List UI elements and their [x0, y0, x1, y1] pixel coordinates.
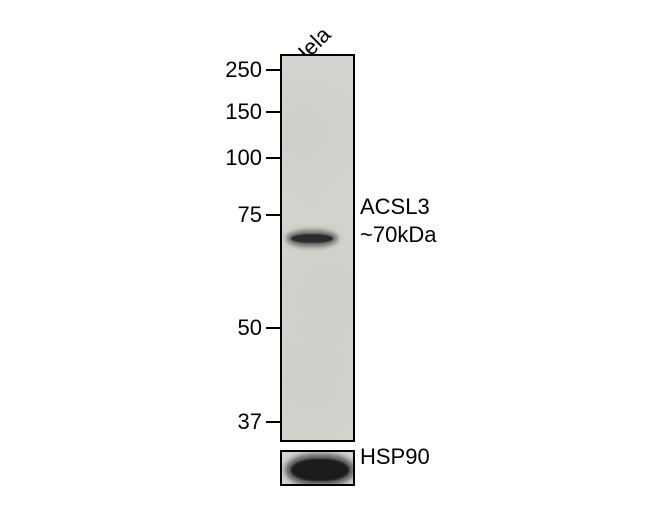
- right-annotation: HSP90: [360, 444, 430, 470]
- hsp90-band: [291, 459, 349, 481]
- mw-tick-label: 250: [207, 57, 262, 83]
- figure-root: Hela 250150100755037 ACSL3~70kDaHSP90: [0, 0, 650, 520]
- mw-tick-mark: [266, 214, 280, 216]
- right-annotation: ACSL3: [360, 194, 430, 220]
- mw-tick-mark: [266, 111, 280, 113]
- loading-control-lane: [280, 450, 355, 486]
- right-annotation: ~70kDa: [360, 222, 436, 248]
- mw-tick-label: 37: [207, 409, 262, 435]
- mw-tick-mark: [266, 69, 280, 71]
- main-blot-lane: [280, 54, 355, 442]
- mw-tick-label: 150: [207, 99, 262, 125]
- mw-tick-label: 50: [207, 315, 262, 341]
- mw-tick-label: 100: [207, 145, 262, 171]
- mw-tick-mark: [266, 157, 280, 159]
- acsl3-band: [291, 234, 333, 243]
- mw-tick-mark: [266, 421, 280, 423]
- mw-tick-mark: [266, 327, 280, 329]
- mw-tick-label: 75: [207, 202, 262, 228]
